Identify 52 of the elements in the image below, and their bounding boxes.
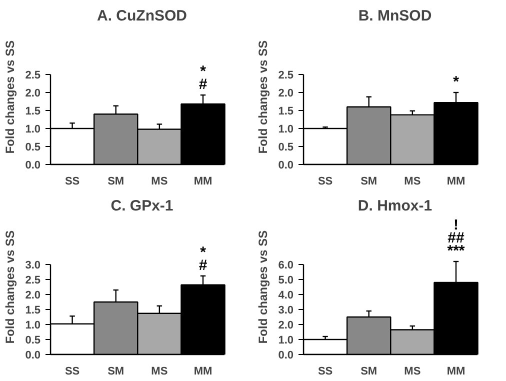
chart-title: D. Hmox-1 [358,198,432,214]
y-tick-label: 0.0 [278,160,294,172]
annotation: # [198,76,208,94]
y-tick-label: 2.5 [278,70,294,82]
y-tick-label: 2.0 [25,290,41,302]
x-tick-label: MM [194,366,212,378]
y-tick-label: 1.5 [25,304,41,316]
y-axis-title: Fold changes vs SS [256,40,270,154]
y-tick-label: 6.0 [278,260,294,272]
y-tick-label: 3.0 [25,260,41,272]
x-tick-label: SS [318,366,333,378]
y-axis-title: Fold changes vs SS [256,230,270,344]
y-tick-label: 0.5 [25,334,41,346]
y-tick-label: 0.5 [25,142,41,154]
x-tick-label: MS [151,176,168,188]
y-tick-label: 2.0 [25,88,41,100]
x-tick-label: MS [404,366,421,378]
y-tick-label: 3.0 [278,304,294,316]
y-tick-label: 5.0 [278,274,294,286]
y-tick-label: 0.0 [278,350,294,362]
x-tick-label: SM [360,366,378,378]
x-tick-label: MS [151,366,168,378]
y-tick-label: 1.5 [25,106,41,118]
y-tick-label: 2.5 [25,70,41,82]
y-tick-label: 1.0 [25,320,41,332]
y-tick-label: 4.0 [278,290,294,302]
chart-title: A. CuZnSOD [97,8,188,24]
y-tick-label: 0.5 [278,142,294,154]
y-tick-label: 1.5 [278,106,294,118]
y-tick-label: 2.5 [25,274,41,286]
y-tick-label: 1.0 [278,334,294,346]
x-tick-label: SM [360,176,378,188]
x-tick-label: SS [64,366,80,378]
y-tick-label: 2.0 [278,88,294,100]
y-tick-label: 2.0 [278,320,294,332]
chart-title: B. MnSOD [358,8,432,24]
x-tick-label: SM [108,366,124,378]
x-tick-label: SS [318,176,333,188]
y-axis-title: Fold changes vs SS [3,40,18,154]
y-tick-label: 1.0 [25,124,41,136]
x-tick-label: MM [446,366,466,378]
y-tick-label: 1.0 [278,124,294,136]
y-tick-label: 0.0 [25,160,41,172]
chart-title: C. GPx-1 [110,198,174,214]
x-tick-label: MM [194,176,212,188]
x-tick-label: SM [108,176,124,188]
annotation: * [453,74,460,90]
y-axis-title: Fold changes vs SS [3,230,18,344]
x-tick-label: MM [446,176,466,188]
x-tick-label: SS [64,176,80,188]
y-tick-label: 0.0 [25,350,41,362]
x-tick-label: MS [404,176,421,188]
